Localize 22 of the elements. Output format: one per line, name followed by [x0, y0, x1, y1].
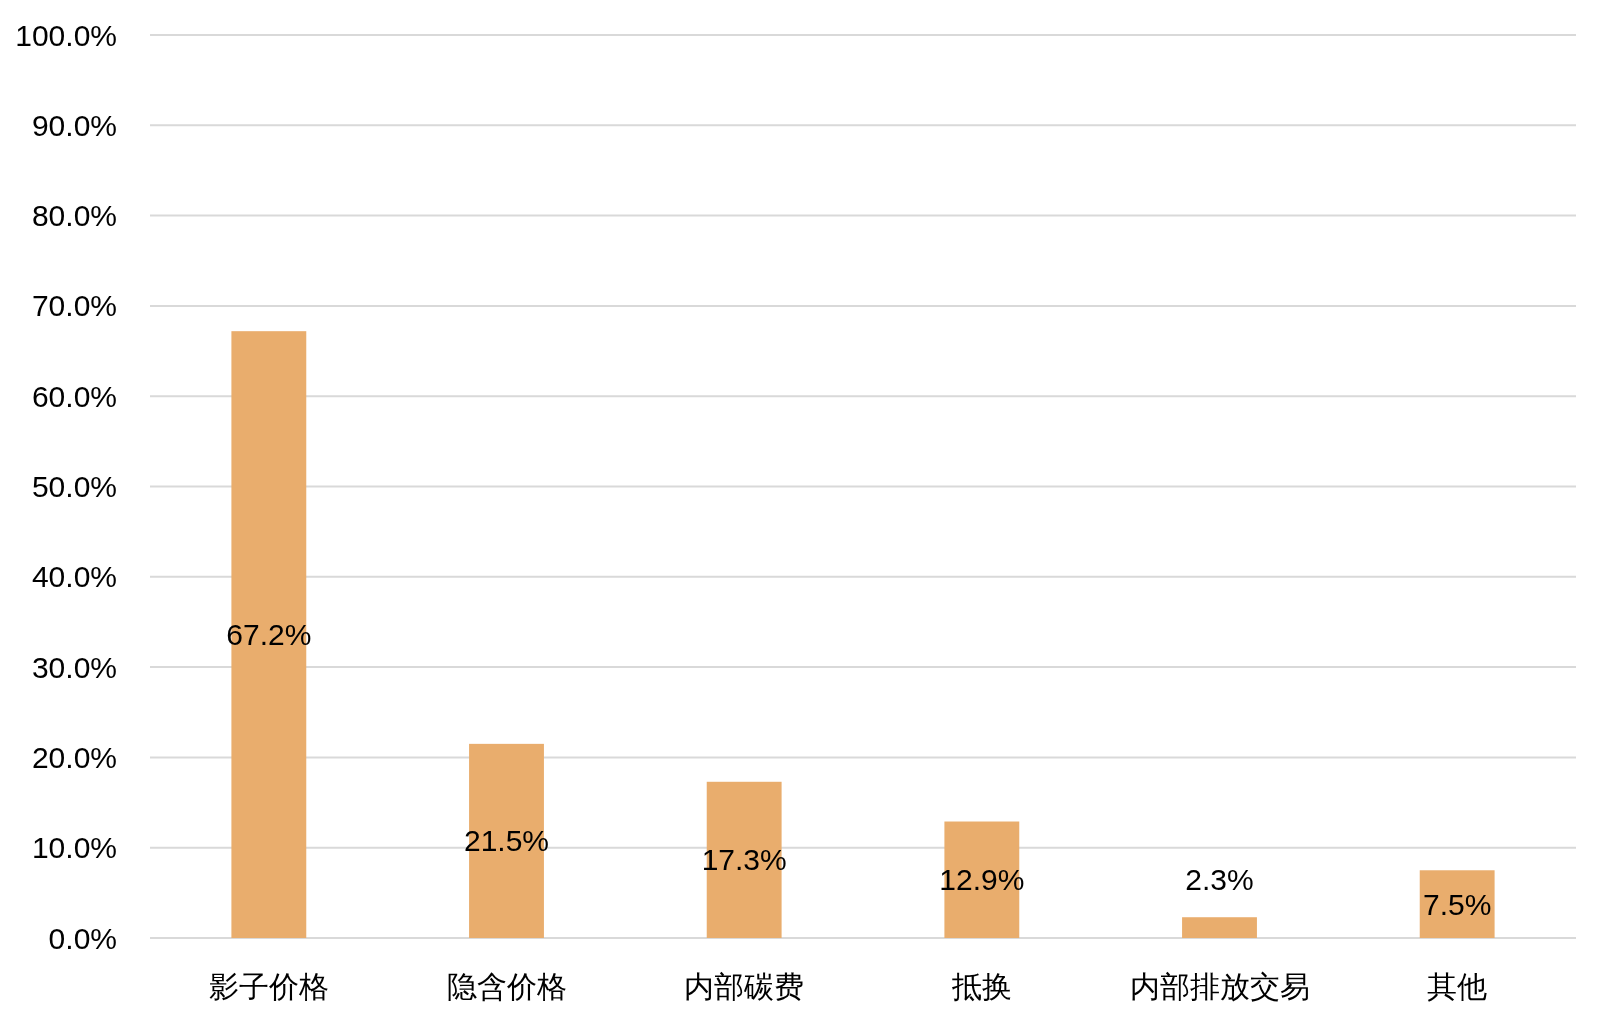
y-tick-label: 20.0% [31, 740, 117, 774]
data-label: 2.3% [1185, 862, 1254, 896]
data-label: 7.5% [1422, 887, 1492, 921]
x-tick-label: 抵换 [950, 969, 1012, 1003]
y-tick-label: 40.0% [31, 560, 117, 594]
bar [1419, 870, 1495, 938]
y-tick-label: 80.0% [31, 199, 117, 233]
y-tick-label: 10.0% [31, 831, 117, 865]
y-tick-label: 70.0% [31, 289, 117, 323]
y-tick-label: 50.0% [31, 470, 117, 503]
y-tick-label: 100.0% [15, 18, 117, 52]
x-tick-label: 其他 [1427, 969, 1488, 1003]
data-label: 21.5% [463, 824, 550, 858]
y-tick-label: 0.0% [48, 921, 117, 955]
bar [1182, 917, 1257, 938]
x-tick-label: 内部碳费 [684, 969, 805, 1003]
y-tick-label: 30.0% [31, 650, 117, 684]
y-tick-label: 90.0% [31, 108, 117, 142]
x-tick-label: 内部排放交易 [1129, 969, 1310, 1003]
x-tick-label: 影子价格 [208, 969, 329, 1003]
x-tick-label: 隐含价格 [446, 969, 567, 1003]
y-tick-label: 60.0% [31, 379, 117, 413]
